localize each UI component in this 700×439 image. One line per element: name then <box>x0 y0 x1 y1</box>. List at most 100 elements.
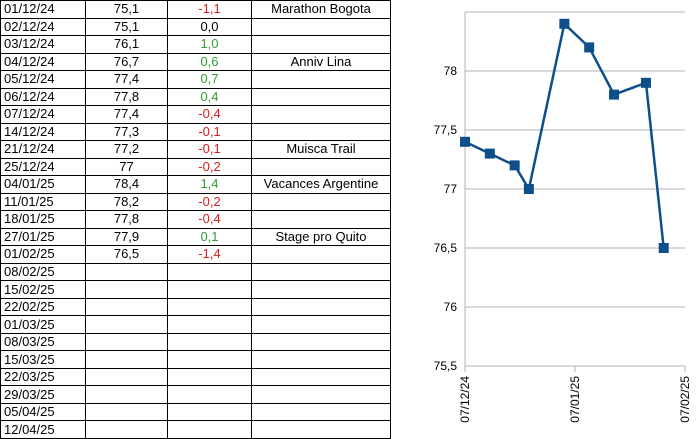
cell-date[interactable]: 22/02/25 <box>0 297 86 317</box>
cell-date[interactable]: 03/12/24 <box>0 35 86 54</box>
cell-note[interactable]: Muisca Trail <box>251 140 391 159</box>
cell-note[interactable]: Marathon Bogota <box>251 0 391 19</box>
cell-weight[interactable]: 76,5 <box>85 245 168 264</box>
cell-weight[interactable]: 77,9 <box>85 227 168 247</box>
cell-date[interactable]: 25/12/24 <box>0 157 86 177</box>
cell-delta[interactable] <box>167 297 252 317</box>
cell-date[interactable]: 21/12/24 <box>0 140 86 159</box>
cell-date[interactable]: 02/12/24 <box>0 17 86 37</box>
cell-delta[interactable]: -0,1 <box>167 122 252 142</box>
cell-date[interactable]: 15/02/25 <box>0 280 86 299</box>
cell-delta[interactable] <box>167 280 252 299</box>
cell-weight[interactable]: 76,1 <box>85 35 168 54</box>
cell-date[interactable]: 05/12/24 <box>0 70 86 89</box>
cell-delta[interactable] <box>167 385 252 404</box>
cell-weight[interactable]: 77,8 <box>85 87 168 107</box>
cell-date[interactable]: 22/03/25 <box>0 367 86 387</box>
cell-note[interactable]: Anniv Lina <box>251 52 391 72</box>
cell-note[interactable] <box>251 17 391 37</box>
cell-note[interactable] <box>251 122 391 142</box>
cell-weight[interactable] <box>85 420 168 439</box>
cell-weight[interactable] <box>85 367 168 387</box>
cell-delta[interactable] <box>167 315 252 334</box>
cell-date[interactable]: 05/04/25 <box>0 402 86 422</box>
cell-date[interactable]: 04/01/25 <box>0 175 86 194</box>
cell-delta[interactable]: -0,4 <box>167 210 252 229</box>
cell-note[interactable]: Stage pro Quito <box>251 227 391 247</box>
cell-date[interactable]: 04/12/24 <box>0 52 86 72</box>
cell-delta[interactable] <box>167 420 252 439</box>
cell-delta[interactable] <box>167 262 252 282</box>
cell-date[interactable]: 08/02/25 <box>0 262 86 282</box>
cell-date[interactable]: 07/12/24 <box>0 105 86 124</box>
cell-weight[interactable]: 77,3 <box>85 122 168 142</box>
cell-note[interactable] <box>251 332 391 352</box>
cell-delta[interactable] <box>167 367 252 387</box>
cell-weight[interactable]: 76,7 <box>85 52 168 72</box>
cell-note[interactable]: Vacances Argentine <box>251 175 391 194</box>
cell-date[interactable]: 12/04/25 <box>0 420 86 439</box>
cell-date[interactable]: 08/03/25 <box>0 332 86 352</box>
cell-weight[interactable]: 78,2 <box>85 192 168 212</box>
cell-note[interactable] <box>251 245 391 264</box>
cell-weight[interactable]: 75,1 <box>85 17 168 37</box>
cell-note[interactable] <box>251 420 391 439</box>
cell-delta[interactable]: -0,4 <box>167 105 252 124</box>
cell-date[interactable]: 01/03/25 <box>0 315 86 334</box>
cell-note[interactable] <box>251 367 391 387</box>
cell-weight[interactable] <box>85 350 168 369</box>
cell-weight[interactable]: 77,4 <box>85 70 168 89</box>
cell-delta[interactable]: -1,1 <box>167 0 252 19</box>
cell-note[interactable] <box>251 297 391 317</box>
cell-delta[interactable]: 0,6 <box>167 52 252 72</box>
cell-weight[interactable]: 77,8 <box>85 210 168 229</box>
cell-weight[interactable] <box>85 315 168 334</box>
cell-note[interactable] <box>251 280 391 299</box>
cell-weight[interactable]: 77 <box>85 157 168 177</box>
cell-delta[interactable]: 1,0 <box>167 35 252 54</box>
cell-delta[interactable]: -0,1 <box>167 140 252 159</box>
cell-weight[interactable] <box>85 262 168 282</box>
cell-weight[interactable]: 75,1 <box>85 0 168 19</box>
cell-note[interactable] <box>251 87 391 107</box>
cell-delta[interactable]: -1,4 <box>167 245 252 264</box>
cell-delta[interactable]: 1,4 <box>167 175 252 194</box>
cell-date[interactable]: 18/01/25 <box>0 210 86 229</box>
cell-delta[interactable]: -0,2 <box>167 192 252 212</box>
cell-delta[interactable] <box>167 350 252 369</box>
cell-weight[interactable] <box>85 280 168 299</box>
cell-note[interactable] <box>251 210 391 229</box>
cell-delta[interactable]: 0,1 <box>167 227 252 247</box>
cell-note[interactable] <box>251 402 391 422</box>
cell-delta[interactable] <box>167 332 252 352</box>
cell-weight[interactable]: 77,4 <box>85 105 168 124</box>
cell-note[interactable] <box>251 385 391 404</box>
cell-delta[interactable] <box>167 402 252 422</box>
cell-note[interactable] <box>251 70 391 89</box>
cell-note[interactable] <box>251 105 391 124</box>
cell-date[interactable]: 06/12/24 <box>0 87 86 107</box>
cell-date[interactable]: 15/03/25 <box>0 350 86 369</box>
cell-delta[interactable]: 0,4 <box>167 87 252 107</box>
cell-note[interactable] <box>251 157 391 177</box>
cell-date[interactable]: 27/01/25 <box>0 227 86 247</box>
cell-delta[interactable]: 0,7 <box>167 70 252 89</box>
cell-delta[interactable]: 0,0 <box>167 17 252 37</box>
cell-note[interactable] <box>251 262 391 282</box>
cell-date[interactable]: 01/02/25 <box>0 245 86 264</box>
cell-weight[interactable] <box>85 402 168 422</box>
cell-date[interactable]: 01/12/24 <box>0 0 86 19</box>
cell-note[interactable] <box>251 315 391 334</box>
cell-weight[interactable] <box>85 332 168 352</box>
cell-delta[interactable]: -0,2 <box>167 157 252 177</box>
cell-weight[interactable] <box>85 385 168 404</box>
cell-date[interactable]: 29/03/25 <box>0 385 86 404</box>
cell-weight[interactable]: 77,2 <box>85 140 168 159</box>
cell-date[interactable]: 11/01/25 <box>0 192 86 212</box>
cell-weight[interactable]: 78,4 <box>85 175 168 194</box>
cell-date[interactable]: 14/12/24 <box>0 122 86 142</box>
cell-note[interactable] <box>251 192 391 212</box>
cell-note[interactable] <box>251 350 391 369</box>
cell-weight[interactable] <box>85 297 168 317</box>
cell-note[interactable] <box>251 35 391 54</box>
